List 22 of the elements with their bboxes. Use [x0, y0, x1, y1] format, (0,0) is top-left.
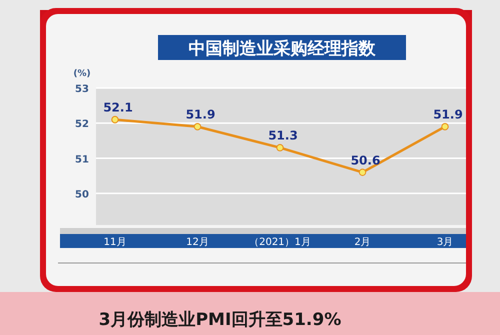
x-tick-label: 3月	[436, 237, 454, 248]
y-axis-title: (%)	[73, 69, 91, 79]
data-label: 51.9	[186, 108, 216, 122]
data-label: 52.1	[103, 100, 133, 115]
x-tick-label: 12月	[186, 237, 209, 248]
x-tick-label: 11月	[104, 237, 126, 248]
chart-title: 中国制造业采购经理指数	[188, 39, 376, 59]
point	[194, 122, 202, 130]
data-label: 51.9	[433, 108, 463, 122]
data-label: 50.6	[350, 153, 380, 168]
y-tick-label: 50	[75, 189, 89, 200]
y-tick-label: 53	[75, 84, 89, 95]
point	[441, 122, 449, 130]
y-tick-label: 52	[75, 119, 89, 130]
y-tick-label: 51	[75, 154, 89, 166]
point	[358, 168, 366, 176]
text: 3月份制造业PMI回升至51.9%	[98, 310, 342, 330]
data-label: 51.3	[268, 128, 298, 143]
point	[276, 144, 284, 152]
point	[111, 116, 119, 124]
x-tick-label: 2月	[354, 237, 371, 248]
x-tick-label: （2021）1月	[249, 237, 311, 248]
